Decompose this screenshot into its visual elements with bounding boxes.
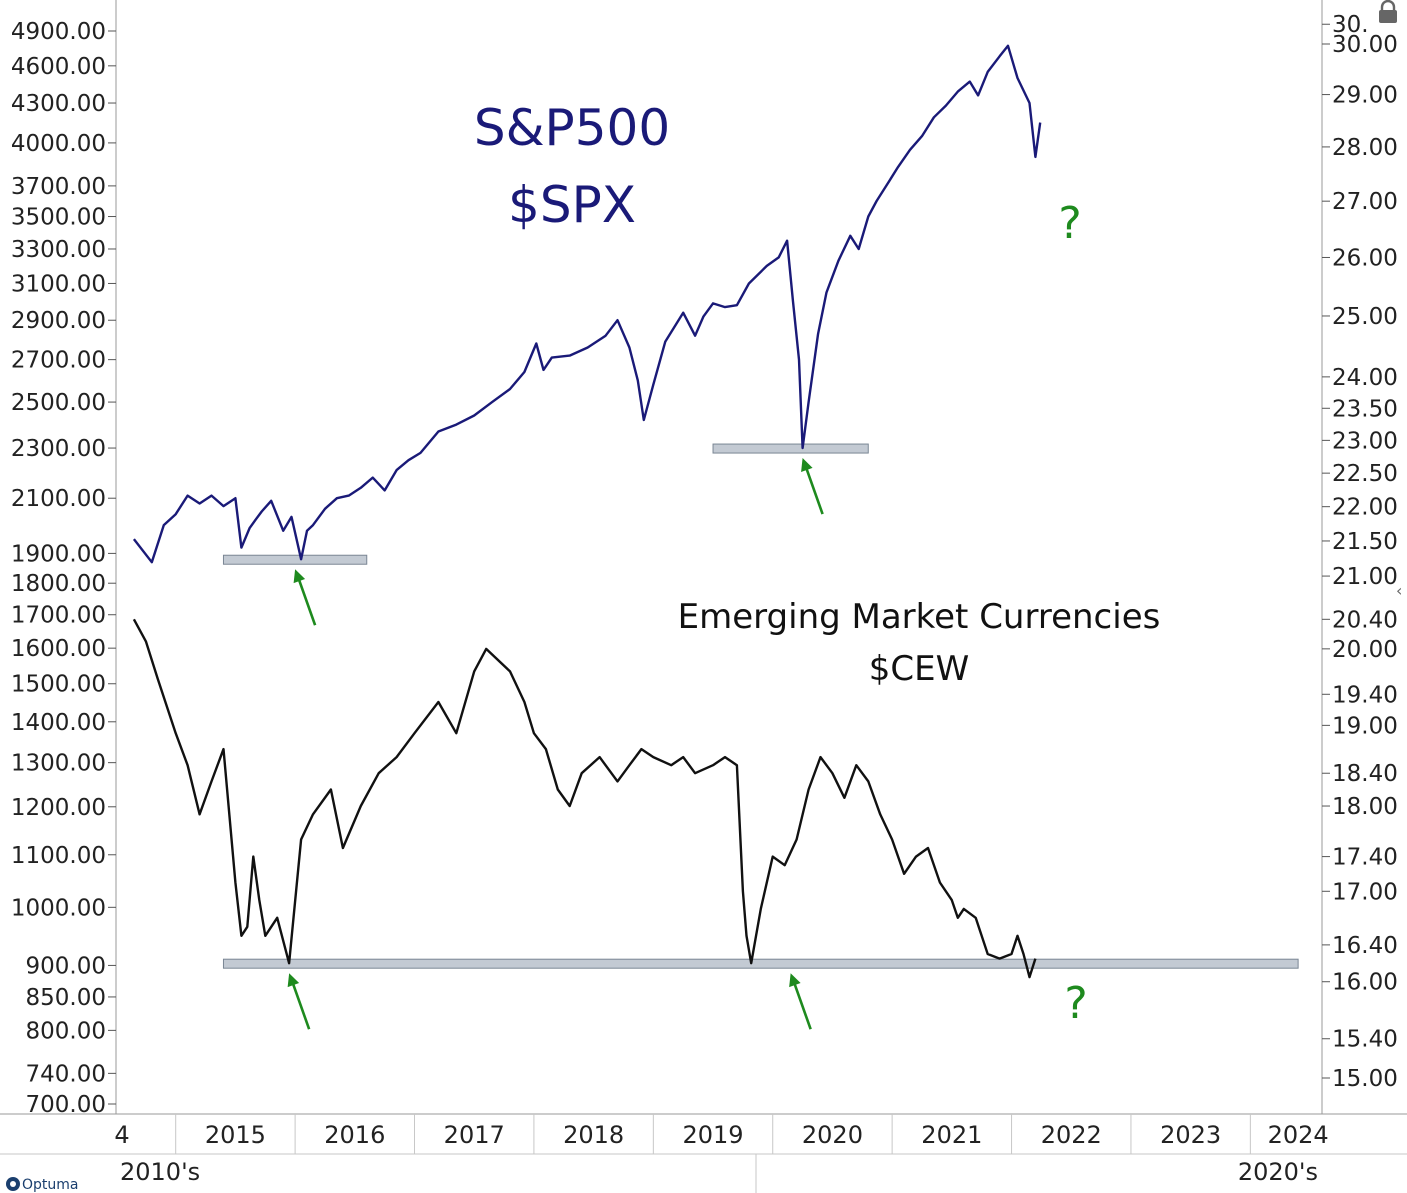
- left-tick-label: 4900.00: [11, 19, 106, 45]
- left-tick-label: 1100.00: [11, 843, 106, 869]
- left-tick-label: 2900.00: [11, 308, 106, 334]
- x-tick-label: 2023: [1160, 1121, 1221, 1149]
- right-tick-label: 27.00: [1332, 189, 1398, 215]
- spx-series-line: [132, 44, 1042, 564]
- cew-question-mark: ?: [1064, 978, 1087, 1029]
- right-tick-label: 23.50: [1332, 396, 1398, 422]
- x-axis-ticks: 4 2015 2016 2017 2018 2019 2020 2021 2022 2023 202…: [114, 1114, 1329, 1154]
- right-tick-label: 22.50: [1332, 461, 1398, 487]
- decade-label-2010s: 2010's: [120, 1158, 200, 1186]
- right-tick-label: 20.00: [1332, 637, 1398, 663]
- x-tick-label: 2020: [802, 1121, 863, 1149]
- right-tick-label: 29.00: [1332, 83, 1398, 109]
- left-tick-label: 2700.00: [11, 348, 106, 374]
- left-tick-label: 1600.00: [11, 636, 106, 662]
- support-zone-bar: [712, 443, 869, 454]
- left-tick-label: 3700.00: [11, 174, 106, 200]
- x-tick-label: 2022: [1041, 1121, 1102, 1149]
- cew-title-line1: Emerging Market Currencies: [678, 597, 1161, 637]
- x-tick-label: 2019: [682, 1121, 743, 1149]
- right-axis-ticks: 30.30.00 29.00 28.00 27.00 26.00 25.00 24.00 23…: [1322, 12, 1398, 1092]
- left-tick-label: 850.00: [26, 985, 106, 1011]
- right-tick-label: 17.40: [1332, 845, 1398, 871]
- right-tick-label: 16.40: [1332, 933, 1398, 959]
- left-tick-label: 900.00: [26, 953, 106, 979]
- right-tick-label: 15.00: [1332, 1066, 1398, 1092]
- cew-series-line: [132, 618, 1037, 979]
- x-tick-label: 2018: [563, 1121, 624, 1149]
- left-tick-label: 1200.00: [11, 795, 106, 821]
- annotation-arrow: [287, 973, 311, 1030]
- left-tick-label: 1700.00: [11, 603, 106, 629]
- x-tick-label: 2015: [205, 1121, 266, 1149]
- left-tick-label: 3500.00: [11, 205, 106, 231]
- spx-title-line2: $SPX: [508, 176, 636, 234]
- annotation-arrow: [801, 458, 824, 515]
- left-tick-label: 3300.00: [11, 237, 106, 263]
- right-tick-label: 26.00: [1332, 245, 1398, 271]
- annotation-arrow: [293, 569, 317, 626]
- x-tick-label: 2021: [921, 1121, 982, 1149]
- right-tick-label: 24.00: [1332, 365, 1398, 391]
- left-tick-label: 700.00: [26, 1092, 106, 1118]
- right-tick-label: 30.00: [1332, 32, 1398, 58]
- left-tick-label: 1000.00: [11, 895, 106, 921]
- right-tick-label: 15.40: [1332, 1027, 1398, 1053]
- left-tick-label: 1500.00: [11, 672, 106, 698]
- right-tick-label: 25.00: [1332, 304, 1398, 330]
- right-tick-label: 23.00: [1332, 428, 1398, 454]
- left-tick-label: 1800.00: [11, 571, 106, 597]
- support-zone-bar: [222, 958, 1299, 969]
- decade-label-2020s: 2020's: [1238, 1158, 1318, 1186]
- left-tick-label: 800.00: [26, 1018, 106, 1044]
- right-tick-label: 20.40: [1332, 607, 1398, 633]
- support-zone-bar: [222, 554, 368, 565]
- spx-title-line1: S&P500: [474, 99, 670, 157]
- lock-icon[interactable]: [1379, 0, 1397, 23]
- left-tick-label: 4300.00: [11, 91, 106, 117]
- right-tick-label: 18.00: [1332, 794, 1398, 820]
- x-tick-label: 2024: [1268, 1121, 1329, 1149]
- annotation-arrow: [789, 973, 812, 1030]
- left-tick-label: 2500.00: [11, 390, 106, 416]
- left-axis-ticks: 4900.00 4600.00 4300.00 4000.00 3700.00 3500.…: [11, 19, 116, 1118]
- x-tick-label: 2016: [324, 1121, 385, 1149]
- right-tick-label: 21.00: [1332, 564, 1398, 590]
- right-tick-label: 19.00: [1332, 713, 1398, 739]
- optuma-logo-text: Optuma: [22, 1177, 79, 1193]
- left-tick-label: 3100.00: [11, 271, 106, 297]
- collapse-handle-icon[interactable]: ‹: [1396, 581, 1402, 600]
- cew-title-line2: $CEW: [869, 649, 969, 689]
- annotation-arrows: [287, 458, 824, 1030]
- left-tick-label: 1400.00: [11, 710, 106, 736]
- left-tick-label: 2300.00: [11, 436, 106, 462]
- right-tick-label: 28.00: [1332, 135, 1398, 161]
- support-zones: [222, 443, 1299, 969]
- left-tick-label: 4000.00: [11, 131, 106, 157]
- left-tick-label: 1900.00: [11, 541, 106, 567]
- x-tick-label: 2017: [444, 1121, 505, 1149]
- right-tick-label: 18.40: [1332, 761, 1398, 787]
- left-tick-label: 740.00: [26, 1061, 106, 1087]
- left-tick-label: 4600.00: [11, 54, 106, 80]
- right-tick-label: 21.50: [1332, 529, 1398, 555]
- optuma-logo: Optuma: [6, 1177, 79, 1193]
- right-tick-label: 17.00: [1332, 879, 1398, 905]
- right-tick-label: 30.: [1332, 12, 1369, 38]
- x-tick-label: 4: [114, 1121, 129, 1149]
- left-tick-label: 2100.00: [11, 486, 106, 512]
- left-tick-label: 1300.00: [11, 751, 106, 777]
- right-tick-label: 19.40: [1332, 682, 1398, 708]
- spx-question-mark: ?: [1058, 198, 1081, 249]
- right-tick-label: 16.00: [1332, 970, 1398, 996]
- right-tick-label: 22.00: [1332, 495, 1398, 521]
